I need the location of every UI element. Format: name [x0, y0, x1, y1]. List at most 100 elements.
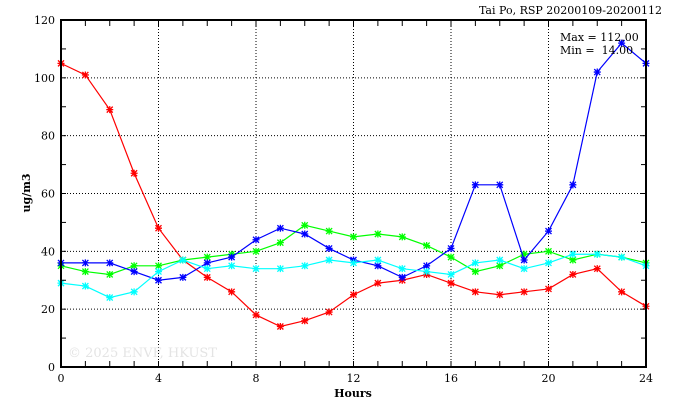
data-point [447, 253, 455, 261]
y-tick-label: 60 [41, 188, 55, 201]
data-point [398, 265, 406, 273]
data-point [276, 265, 284, 273]
max-annotation: Max = 112.00 [560, 31, 639, 44]
data-point [545, 259, 552, 267]
data-point [496, 181, 504, 189]
data-point [374, 262, 382, 270]
data-point [374, 230, 382, 238]
data-point [374, 256, 382, 264]
data-point [545, 285, 552, 293]
x-tick-label: 20 [542, 372, 556, 385]
data-point [350, 233, 357, 241]
data-point [569, 256, 577, 264]
data-point [423, 242, 431, 250]
data-point [130, 262, 138, 270]
data-point [350, 259, 357, 267]
grid [61, 20, 646, 367]
data-point [301, 262, 309, 270]
x-tick-label: 12 [347, 372, 361, 385]
data-point [471, 181, 479, 189]
data-point [228, 262, 236, 270]
data-point [325, 227, 333, 235]
data-point [228, 253, 236, 261]
data-point [130, 268, 138, 276]
data-point [106, 106, 114, 114]
data-point [155, 224, 162, 232]
data-point [252, 247, 260, 255]
data-point [81, 268, 89, 276]
data-point [618, 253, 626, 261]
data-point [350, 291, 357, 299]
data-point [496, 262, 504, 270]
data-point [130, 288, 138, 296]
data-point [155, 268, 162, 276]
data-point [130, 169, 138, 177]
data-point [276, 224, 284, 232]
x-tick-label: 24 [639, 372, 653, 385]
data-point [569, 250, 577, 258]
data-point [398, 273, 406, 281]
data-point [276, 323, 284, 331]
data-point [155, 276, 162, 284]
ticks: 0 4 8 12 16 20 24 0 20 40 60 80 100 120 [34, 14, 653, 385]
data-point [423, 268, 431, 276]
y-tick-label: 20 [41, 303, 55, 316]
data-point [423, 262, 431, 270]
data-point [471, 288, 479, 296]
data-point [301, 317, 309, 325]
data-point [276, 239, 284, 247]
data-point [545, 247, 552, 255]
data-point [179, 256, 187, 264]
data-point [301, 230, 309, 238]
data-point [618, 39, 626, 47]
data-point [593, 265, 601, 273]
data-point [81, 71, 89, 79]
data-point [179, 273, 187, 281]
x-axis-label: Hours [334, 387, 372, 400]
data-point [618, 288, 626, 296]
chart-title: Tai Po, RSP 20200109-20200112 [479, 4, 662, 17]
data-point [325, 244, 333, 252]
data-point [496, 291, 504, 299]
data-point [569, 270, 577, 278]
data-point [252, 236, 260, 244]
data-point [520, 250, 528, 258]
data-point [471, 268, 479, 276]
x-tick-label: 4 [155, 372, 162, 385]
data-point [203, 265, 211, 273]
data-point [203, 253, 211, 261]
data-point [106, 259, 114, 267]
y-axis-label: ug/m3 [20, 174, 33, 213]
data-point [569, 181, 577, 189]
data-point [520, 288, 528, 296]
y-tick-label: 40 [41, 245, 55, 258]
data-point [520, 265, 528, 273]
data-point [447, 270, 455, 278]
x-tick-label: 16 [444, 372, 458, 385]
y-tick-label: 80 [41, 130, 55, 143]
data-point [325, 308, 333, 316]
data-point [520, 256, 528, 264]
series-line-day2 [60, 224, 647, 276]
data-point [252, 311, 260, 319]
y-tick-label: 0 [48, 361, 55, 374]
data-point [325, 256, 333, 264]
data-point [301, 221, 309, 229]
y-tick-label: 120 [34, 14, 55, 27]
data-point [81, 282, 89, 290]
data-point [374, 279, 382, 287]
min-annotation: Min = 14.00 [560, 44, 633, 57]
data-point [447, 244, 455, 252]
data-point [81, 259, 89, 267]
data-point [447, 279, 455, 287]
data-point [593, 250, 601, 258]
x-tick-label: 8 [253, 372, 260, 385]
x-tick-label: 0 [58, 372, 65, 385]
data-point [398, 233, 406, 241]
data-point [203, 273, 211, 281]
y-tick-label: 100 [34, 72, 55, 85]
data-point [593, 68, 601, 76]
data-point [228, 288, 236, 296]
